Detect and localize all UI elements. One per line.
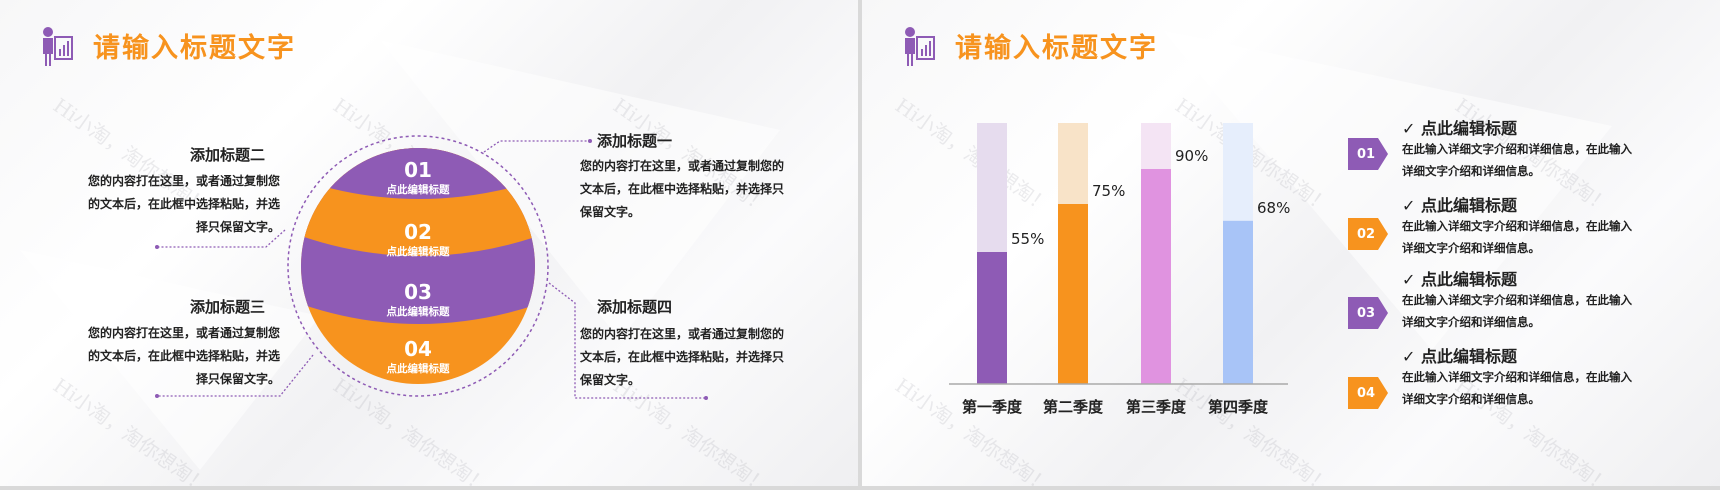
item-title[interactable]: ✓ 点此编辑标题 xyxy=(1402,347,1517,366)
data-label: 75% xyxy=(1092,182,1125,200)
bar-4[interactable] xyxy=(1223,220,1253,384)
connector-3 xyxy=(157,354,314,397)
dashed-ring xyxy=(287,135,549,397)
item-title[interactable]: ✓ 点此编辑标题 xyxy=(1402,119,1517,138)
segment-1-num[interactable]: 01 xyxy=(404,158,432,182)
segment-1-label[interactable]: 点此编辑标题 xyxy=(386,184,450,196)
item-body[interactable]: 在此输入详细文字介绍和详细信息，在此输入 详细文字介绍和详细信息。 xyxy=(1402,142,1632,178)
block-3-body[interactable]: 您的内容打在这里，或者通过复制您 的文本后，在此框中选择粘贴，并选 择只保留文字。 xyxy=(87,326,280,386)
presenter-icon xyxy=(905,27,935,66)
block-1-title[interactable]: 添加标题一 xyxy=(597,132,673,150)
bar-1[interactable] xyxy=(977,252,1007,384)
item-body[interactable]: 在此输入详细文字介绍和详细信息，在此输入 详细文字介绍和详细信息。 xyxy=(1402,293,1632,329)
connector-4 xyxy=(548,282,706,399)
category-label: 第二季度 xyxy=(1042,398,1103,416)
connector-2 xyxy=(157,229,286,248)
block-2-title[interactable]: 添加标题二 xyxy=(189,146,265,164)
segment-2-num[interactable]: 02 xyxy=(404,220,432,244)
block-3-title[interactable]: 添加标题三 xyxy=(189,298,265,316)
page-title[interactable]: 请输入标题文字 xyxy=(93,33,296,64)
segment-3-label[interactable]: 点此编辑标题 xyxy=(386,306,450,318)
category-label: 第一季度 xyxy=(961,398,1022,416)
bar-2[interactable] xyxy=(1058,204,1088,384)
data-label: 68% xyxy=(1257,199,1290,217)
slide-2[interactable]: Hi小淘，淘你想淘！ Hi小淘，淘你想淘！ Hi小淘，淘你想淘！ Hi小淘，淘你… xyxy=(862,0,1720,486)
quarterly-bar-chart: 55% 75% 90% 68% xyxy=(949,123,1290,385)
category-label: 第四季度 xyxy=(1207,398,1268,416)
block-2-body[interactable]: 您的内容打在这里，或者通过复制您 的文本后，在此框中选择粘贴，并选 择只保留文字。 xyxy=(87,174,280,234)
segment-2-label[interactable]: 点此编辑标题 xyxy=(386,246,450,258)
segment-4-num[interactable]: 04 xyxy=(404,337,432,361)
item-body[interactable]: 在此输入详细文字介绍和详细信息，在此输入 详细文字介绍和详细信息。 xyxy=(1402,219,1632,255)
segment-3-num[interactable]: 03 xyxy=(404,280,432,304)
data-label: 90% xyxy=(1175,147,1208,165)
item-title[interactable]: ✓ 点此编辑标题 xyxy=(1402,270,1517,289)
connector-1 xyxy=(483,140,590,153)
block-4-title[interactable]: 添加标题四 xyxy=(597,298,673,316)
bar-3[interactable] xyxy=(1141,169,1171,384)
item-body[interactable]: 在此输入详细文字介绍和详细信息，在此输入 详细文字介绍和详细信息。 xyxy=(1402,370,1632,406)
item-title[interactable]: ✓ 点此编辑标题 xyxy=(1402,196,1517,215)
category-label: 第三季度 xyxy=(1125,398,1186,416)
presenter-icon xyxy=(43,27,73,66)
segmented-circle-diagram xyxy=(155,135,708,400)
data-label: 55% xyxy=(1011,230,1044,248)
block-4-body[interactable]: 您的内容打在这里，或者通过复制您的 文本后，在此框中选择粘贴，并选择只 保留文字。 xyxy=(580,327,785,387)
segment-4-label[interactable]: 点此编辑标题 xyxy=(386,363,450,375)
block-1-body[interactable]: 您的内容打在这里，或者通过复制您的 文本后，在此框中选择粘贴，并选择只 保留文字。 xyxy=(580,159,785,219)
slide-1[interactable]: Hi小淘，淘你想淘！ Hi小淘，淘你想淘！ Hi小淘，淘你想淘！ Hi小淘，淘你… xyxy=(0,0,858,486)
page-title[interactable]: 请输入标题文字 xyxy=(955,33,1158,64)
